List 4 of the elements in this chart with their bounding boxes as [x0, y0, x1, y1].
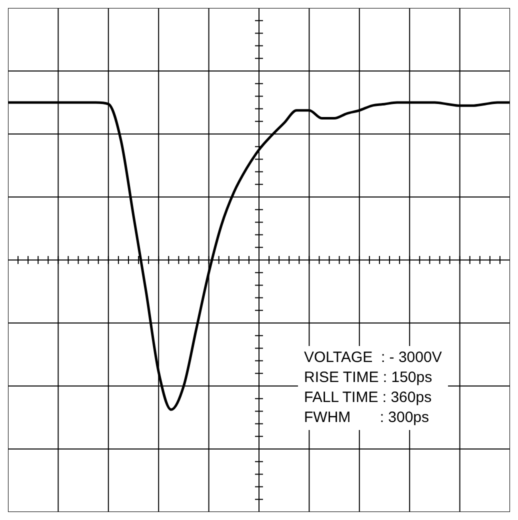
annotation: FWHM : 300ps	[304, 408, 430, 428]
annotation: VOLTAGE : - 3000V	[304, 348, 442, 368]
annotation: FALL TIME : 360ps	[304, 388, 433, 408]
annotation: RISE TIME : 150ps	[304, 368, 434, 388]
